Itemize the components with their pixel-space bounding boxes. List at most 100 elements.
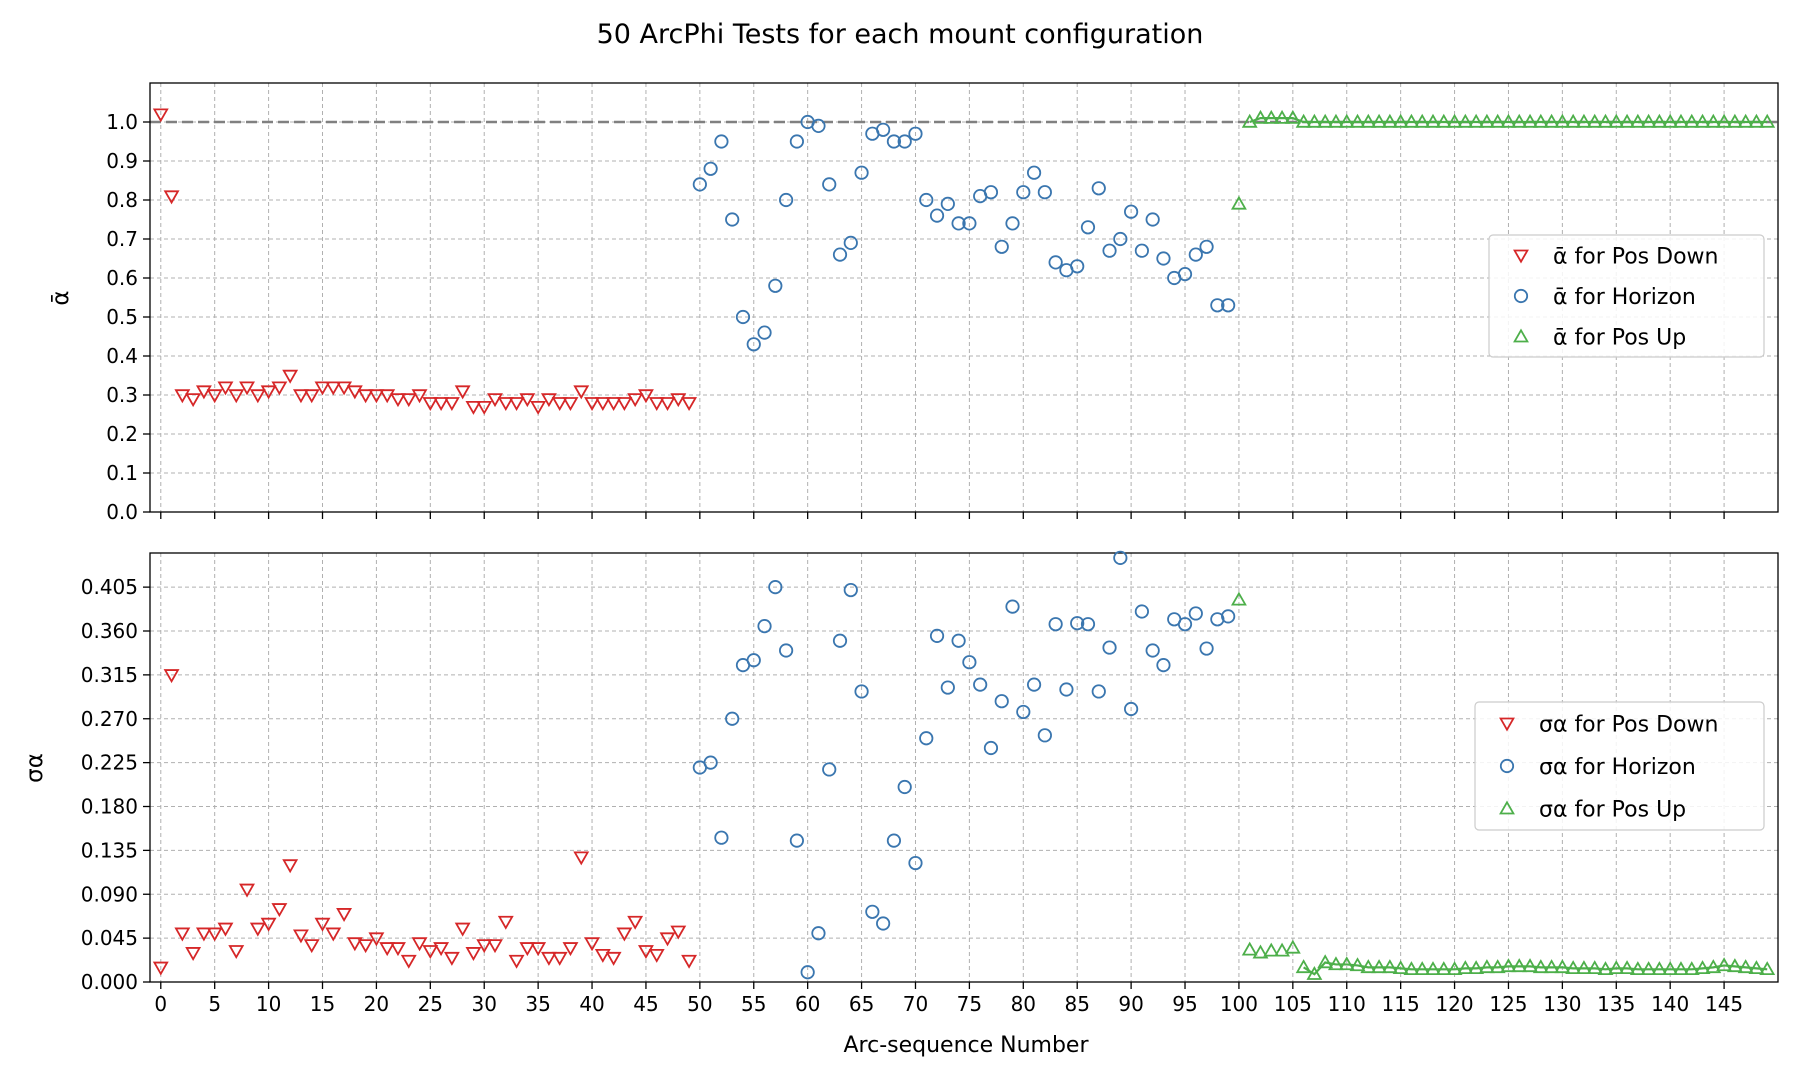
- legend-label: σα for Pos Down: [1539, 712, 1718, 737]
- data-point: [703, 161, 718, 176]
- data-point: [206, 389, 223, 404]
- data-point: [1446, 961, 1463, 976]
- data-point: [637, 389, 654, 404]
- data-point: [465, 401, 482, 415]
- data-point: [789, 833, 804, 848]
- data-point: [508, 397, 525, 412]
- x-tick-label: 20: [364, 992, 389, 1016]
- data-point: [659, 932, 676, 947]
- data-point: [185, 393, 202, 408]
- data-point: [1230, 591, 1247, 606]
- data-point: [605, 951, 622, 966]
- data-point: [195, 927, 212, 942]
- data-point: [757, 619, 772, 634]
- data-point: [1145, 212, 1160, 227]
- data-point: [659, 397, 676, 412]
- data-point: [1113, 231, 1128, 247]
- data-point: [670, 925, 687, 940]
- data-point: [854, 165, 869, 180]
- data-point: [390, 393, 406, 408]
- data-point: [962, 655, 977, 670]
- data-point: [217, 922, 234, 937]
- data-point: [1338, 113, 1355, 128]
- data-point: [1102, 243, 1117, 258]
- legend-label: ᾱ for Pos Down: [1553, 244, 1718, 269]
- data-point: [725, 212, 740, 227]
- data-point: [1662, 113, 1679, 128]
- y-tick-label: 0.045: [81, 926, 138, 950]
- data-point: [411, 389, 428, 404]
- data-point: [714, 134, 729, 149]
- data-point: [1683, 113, 1700, 128]
- y-tick-label: 0.0: [106, 500, 138, 524]
- data-point: [1532, 113, 1549, 128]
- data-point: [551, 397, 568, 412]
- data-point: [368, 932, 385, 947]
- data-point: [811, 118, 826, 134]
- x-tick-label: 15: [310, 992, 335, 1016]
- data-point: [811, 926, 826, 941]
- data-point: [897, 779, 912, 795]
- data-point: [616, 397, 633, 412]
- data-point: [1360, 959, 1377, 974]
- legend-marker: [1513, 288, 1529, 304]
- data-point: [994, 694, 1009, 709]
- data-point: [854, 684, 869, 699]
- data-point: [1317, 954, 1334, 969]
- data-point: [1070, 616, 1085, 631]
- data-point: [735, 309, 751, 325]
- data-point: [1306, 113, 1323, 128]
- data-point: [648, 397, 665, 412]
- legend-label: ᾱ for Horizon: [1553, 285, 1696, 310]
- data-point: [1619, 113, 1636, 128]
- data-point: [779, 192, 794, 208]
- data-point: [1759, 113, 1776, 128]
- data-point: [271, 381, 288, 396]
- data-point: [768, 278, 783, 293]
- data-point: [843, 582, 858, 598]
- data-point: [325, 927, 342, 942]
- data-point: [1586, 960, 1603, 975]
- data-point: [1392, 113, 1409, 128]
- data-point: [368, 389, 385, 404]
- y-tick-label: 0.3: [106, 383, 138, 407]
- data-point: [195, 385, 212, 400]
- data-point: [443, 951, 460, 966]
- y-tick-label: 0.6: [106, 266, 138, 290]
- data-point: [422, 945, 439, 960]
- data-point: [1522, 113, 1538, 128]
- data-point: [1037, 728, 1052, 743]
- data-point: [1080, 617, 1096, 632]
- data-point: [1673, 113, 1689, 128]
- data-point: [239, 381, 255, 396]
- data-point: [908, 126, 923, 141]
- x-tick-label: 70: [903, 992, 928, 1016]
- series-pos-down: [152, 108, 698, 415]
- data-point: [973, 677, 988, 692]
- legend-marker: [1499, 758, 1515, 774]
- data-point: [897, 134, 912, 149]
- y-tick-label: 0.225: [81, 751, 138, 775]
- data-point: [508, 954, 525, 969]
- data-point: [919, 731, 934, 746]
- data-point: [746, 337, 761, 352]
- data-point: [487, 939, 503, 954]
- data-point: [249, 389, 266, 404]
- x-tick-label: 50: [687, 992, 712, 1016]
- data-point: [789, 134, 804, 149]
- x-tick-label: 115: [1382, 992, 1420, 1016]
- x-tick-label: 100: [1220, 992, 1258, 1016]
- data-point: [1586, 113, 1603, 128]
- data-point: [627, 915, 644, 930]
- data-point: [1500, 958, 1517, 973]
- data-point: [1317, 113, 1334, 128]
- x-tick-label: 10: [256, 992, 281, 1016]
- data-point: [1651, 113, 1668, 128]
- legend-marker: [1499, 717, 1515, 732]
- data-point: [648, 949, 665, 963]
- data-point: [1425, 961, 1441, 976]
- series-pos-up: [1230, 109, 1776, 210]
- data-point: [584, 937, 600, 952]
- data-point: [562, 942, 579, 957]
- data-point: [1683, 961, 1700, 976]
